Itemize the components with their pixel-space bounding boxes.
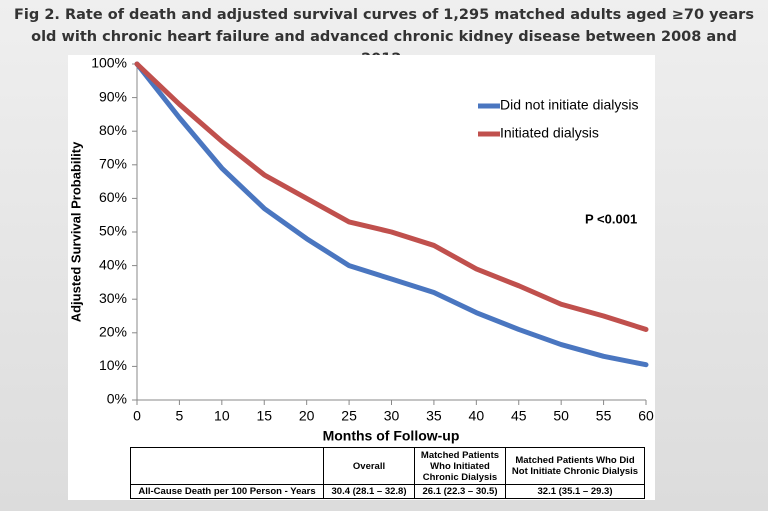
table-header: Matched Patients Who Initiated Chronic D…: [414, 447, 506, 485]
x-tick-label: 10: [214, 408, 230, 424]
y-tick-label: 80%: [99, 122, 127, 138]
table-cell: 32.1 (35.1 – 29.3): [505, 484, 645, 499]
annotation: P <0.001: [585, 211, 637, 226]
x-tick-label: 45: [511, 408, 527, 424]
legend-label: Initiated dialysis: [500, 125, 599, 141]
x-tick-label: 20: [299, 408, 315, 424]
line-series: [134, 61, 649, 368]
table-header: Matched Patients Who Did Not Initiate Ch…: [505, 447, 645, 485]
table-cell: [130, 447, 324, 485]
chart-background: [68, 55, 655, 500]
x-tick-label: 5: [176, 408, 184, 424]
table-cell: All-Cause Death per 100 Person - Years: [130, 484, 324, 499]
x-tick-label: 25: [341, 408, 357, 424]
line-series: [134, 61, 649, 332]
y-tick-label: 20%: [99, 324, 127, 340]
x-tick-label: 40: [469, 408, 485, 424]
y-tick-label: 50%: [99, 223, 127, 239]
y-tick-label: 60%: [99, 189, 127, 205]
y-axis-label: Adjusted Survival Probability: [68, 141, 83, 322]
x-tick-label: 30: [384, 408, 400, 424]
x-axis-label: Months of Follow-up: [323, 428, 460, 444]
x-tick-label: 55: [596, 408, 612, 424]
y-tick-label: 70%: [99, 156, 127, 172]
table-cell: 26.1 (22.3 – 30.5): [414, 484, 506, 499]
legend-label: Did not initiate dialysis: [500, 97, 639, 113]
x-tick-label: 0: [133, 408, 141, 424]
table: Overall Matched Patients Who Initiated C…: [130, 447, 645, 499]
x-tick-label: 35: [426, 408, 442, 424]
y-tick-label: 90%: [99, 88, 127, 104]
y-tick-label: 10%: [99, 357, 127, 373]
table-header: Overall: [323, 447, 415, 485]
y-tick-label: 0%: [107, 391, 127, 407]
y-tick-label: 30%: [99, 290, 127, 306]
x-tick-label: 60: [638, 408, 654, 424]
y-tick-label: 100%: [91, 55, 127, 71]
x-tick-label: 50: [553, 408, 569, 424]
x-tick-label: 15: [256, 408, 272, 424]
y-tick-label: 40%: [99, 256, 127, 272]
table-cell: 30.4 (28.1 – 32.8): [323, 484, 415, 499]
